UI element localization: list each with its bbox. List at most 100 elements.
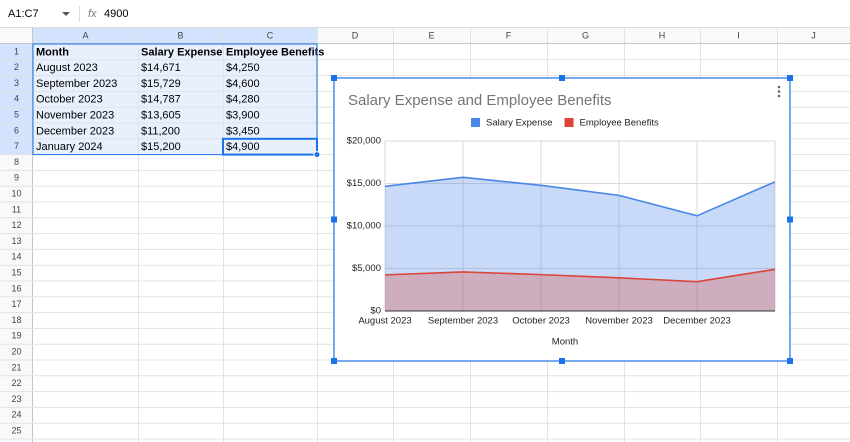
- cell[interactable]: $4,250: [226, 62, 260, 74]
- x-tick-label: September 2023: [428, 316, 498, 327]
- row-header[interactable]: 3: [14, 78, 19, 88]
- chart-title: Salary Expense and Employee Benefits: [348, 92, 612, 109]
- y-tick-label: $10,000: [347, 221, 381, 232]
- formula-value[interactable]: 4900: [104, 8, 128, 20]
- column-header[interactable]: J: [811, 30, 816, 40]
- row-header[interactable]: 10: [11, 188, 21, 198]
- row-header[interactable]: 1: [14, 46, 19, 56]
- resize-handle[interactable]: [331, 358, 337, 364]
- column-header[interactable]: I: [737, 30, 740, 40]
- column-header[interactable]: F: [506, 30, 512, 40]
- cell[interactable]: $13,605: [141, 110, 181, 122]
- x-tick-label: October 2023: [512, 316, 570, 327]
- row-header[interactable]: 24: [11, 410, 21, 420]
- chart-frame: [333, 77, 791, 362]
- cell[interactable]: Month: [36, 46, 69, 58]
- row-header[interactable]: 8: [14, 157, 19, 167]
- menu-dot[interactable]: [777, 94, 781, 98]
- resize-handle[interactable]: [331, 216, 337, 223]
- row-header[interactable]: 25: [11, 425, 21, 435]
- y-tick-label: $5,000: [352, 263, 381, 274]
- cell[interactable]: $3,900: [226, 110, 260, 122]
- fill-handle[interactable]: [313, 151, 321, 159]
- name-box[interactable]: A1:C7: [8, 8, 39, 20]
- formula-icon: fx: [88, 8, 97, 20]
- column-header[interactable]: C: [267, 30, 274, 40]
- active-cell: [222, 137, 318, 156]
- y-tick-label: $15,000: [347, 178, 381, 189]
- cell[interactable]: $15,200: [141, 141, 181, 153]
- name-box-dropdown[interactable]: [62, 12, 70, 16]
- row-header[interactable]: 14: [11, 252, 21, 262]
- row-header[interactable]: 23: [11, 394, 21, 404]
- row-header[interactable]: 21: [11, 362, 21, 372]
- x-tick-label: November 2023: [585, 316, 653, 327]
- row-header[interactable]: 15: [11, 267, 21, 277]
- selection-border: [32, 43, 318, 156]
- menu-dot[interactable]: [777, 85, 781, 89]
- legend-swatch: [471, 118, 480, 127]
- cell[interactable]: $14,787: [141, 94, 181, 106]
- column-header[interactable]: B: [177, 30, 183, 40]
- row-header[interactable]: 18: [11, 315, 21, 325]
- row-header[interactable]: 11: [12, 204, 21, 214]
- column-header[interactable]: E: [428, 30, 434, 40]
- row-header[interactable]: 6: [14, 125, 19, 135]
- column-header[interactable]: D: [352, 30, 359, 40]
- column-header[interactable]: G: [582, 30, 589, 40]
- cell[interactable]: January 2024: [36, 141, 103, 153]
- cell[interactable]: $4,600: [226, 78, 260, 90]
- resize-handle[interactable]: [559, 358, 565, 364]
- row-header[interactable]: 7: [14, 141, 19, 151]
- cell[interactable]: November 2023: [36, 110, 114, 122]
- cell[interactable]: $3,450: [226, 125, 260, 137]
- line: [384, 176, 776, 217]
- y-tick-label: $20,000: [347, 136, 381, 147]
- row-header[interactable]: 5: [14, 109, 19, 119]
- row-header[interactable]: 17: [11, 299, 21, 309]
- cell[interactable]: $14,671: [141, 62, 181, 74]
- resize-handle[interactable]: [787, 358, 793, 364]
- row-header[interactable]: 22: [11, 378, 21, 388]
- row-header[interactable]: 16: [11, 283, 21, 293]
- x-tick-label: December 2023: [663, 316, 731, 327]
- resize-handle[interactable]: [331, 75, 337, 81]
- cell[interactable]: $4,900: [226, 141, 260, 153]
- resize-handle[interactable]: [559, 75, 565, 81]
- cell[interactable]: August 2023: [36, 62, 98, 74]
- row-header[interactable]: 9: [14, 173, 19, 183]
- resize-handle[interactable]: [787, 216, 793, 223]
- row-header[interactable]: 12: [11, 220, 21, 230]
- x-tick-label: August 2023: [358, 316, 411, 327]
- row-header[interactable]: 2: [14, 62, 19, 72]
- cell[interactable]: $11,200: [141, 125, 180, 137]
- y-tick-label: $0: [370, 306, 381, 317]
- menu-dot[interactable]: [777, 90, 781, 93]
- cell[interactable]: September 2023: [36, 78, 117, 90]
- selected-column-headers: [33, 28, 317, 44]
- column-header[interactable]: A: [82, 30, 88, 40]
- column-header[interactable]: H: [659, 30, 666, 40]
- row-header[interactable]: 20: [11, 346, 21, 356]
- cell[interactable]: October 2023: [36, 94, 103, 106]
- cell[interactable]: Employee Benefits: [226, 46, 324, 58]
- area: [385, 269, 775, 311]
- cell[interactable]: $15,729: [141, 78, 181, 90]
- row-header[interactable]: 13: [11, 236, 21, 246]
- resize-handle[interactable]: [787, 75, 793, 81]
- legend-label: Employee Benefits: [580, 118, 659, 129]
- cell[interactable]: Salary Expense: [141, 46, 222, 58]
- legend-label: Salary Expense: [486, 118, 553, 129]
- line: [384, 268, 776, 283]
- legend-swatch: [564, 118, 574, 127]
- row-header[interactable]: 4: [14, 94, 19, 104]
- selection-fill: [33, 44, 317, 155]
- cell[interactable]: December 2023: [36, 125, 114, 137]
- cell[interactable]: $4,280: [226, 94, 260, 106]
- row-header[interactable]: 19: [11, 331, 21, 341]
- chart[interactable]: Salary Expense and Employee Benefits Sala…: [331, 75, 793, 364]
- selected-row-headers: [0, 44, 33, 155]
- x-axis-title: Month: [552, 337, 578, 348]
